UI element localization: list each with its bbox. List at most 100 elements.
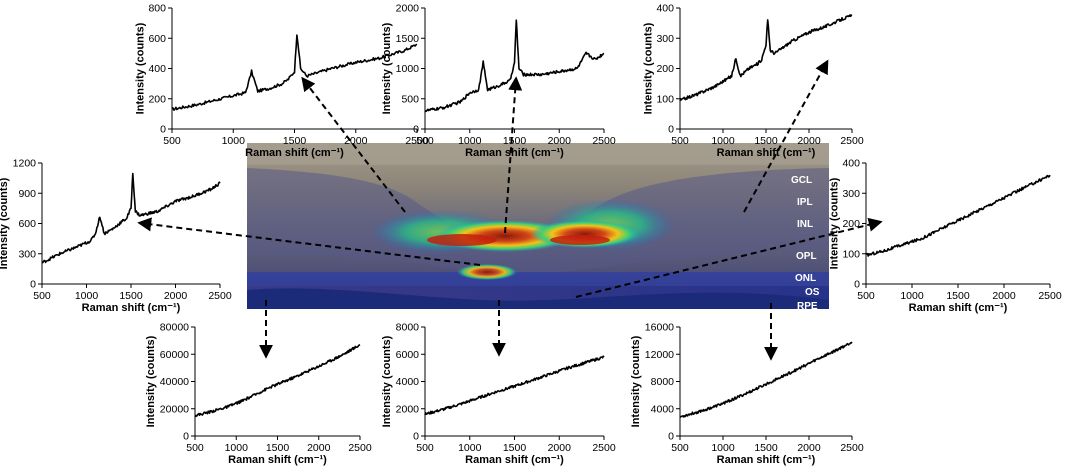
y-tick-label: 100 (656, 93, 674, 105)
x-tick-label: 2000 (344, 135, 368, 147)
layer-label-opl: OPL (796, 251, 817, 262)
arrow-to-middle-right (575, 217, 883, 298)
spectrum-line (679, 341, 853, 418)
y-tick-label: 8000 (651, 376, 675, 388)
arrow-to-top-left (301, 76, 406, 213)
layer-label-os: OS (805, 287, 820, 298)
y-tick-label: 40000 (160, 376, 189, 388)
spectrum-line (194, 344, 361, 418)
y-tick-label: 500 (401, 93, 419, 105)
chart-top-right: 0 100 200 300 400 500 1000 1500 2000 2500 Raman sh… (642, 3, 863, 160)
x-axis-title: Raman shift (cm⁻¹) (245, 147, 344, 159)
y-axis-title: Intensity (counts) (630, 335, 642, 427)
x-tick-label: 1000 (75, 290, 99, 302)
y-tick-label: 1000 (396, 63, 420, 75)
x-axis-title: Raman shift (cm⁻¹) (82, 302, 181, 314)
y-axis-title: Intensity (counts) (381, 335, 393, 427)
chart-bottom-right: 0 4000 8000 12000 16000 500 1000 1500 2000 2500 Ra… (630, 322, 864, 467)
x-tick-label: 2500 (405, 135, 429, 147)
y-tick-label: 400 (842, 158, 860, 170)
y-tick-label: 300 (656, 33, 674, 45)
x-tick-label: 500 (163, 135, 181, 147)
x-tick-label: 500 (33, 290, 51, 302)
layer-label-onl: ONL (795, 273, 816, 284)
x-axis-title: Raman shift (cm⁻¹) (717, 147, 816, 159)
y-tick-label: 800 (148, 3, 166, 15)
layer-label-ipl: IPL (797, 197, 813, 208)
spectrum-line (41, 172, 221, 264)
y-tick-label: 4000 (396, 376, 420, 388)
pointer-arrows (137, 59, 883, 361)
y-tick-label: 0 (854, 279, 860, 291)
x-tick-label: 1000 (458, 135, 482, 147)
arrow-to-top-center (504, 76, 523, 234)
y-tick-label: 2000 (396, 403, 420, 415)
x-tick-label: 2000 (548, 442, 572, 454)
x-tick-label: 2000 (548, 135, 572, 147)
x-axis-title: Raman shift (cm⁻¹) (228, 454, 327, 466)
y-tick-label: 12000 (645, 349, 674, 361)
spectrum-line (679, 14, 853, 101)
x-tick-label: 500 (416, 135, 434, 147)
x-tick-label: 1500 (503, 135, 527, 147)
y-tick-label: 4000 (651, 403, 675, 415)
x-tick-label: 2000 (797, 442, 821, 454)
y-tick-label: 6000 (396, 349, 420, 361)
y-axis-title: Intensity (counts) (0, 177, 10, 269)
x-tick-label: 1500 (119, 290, 143, 302)
x-tick-label: 2000 (307, 442, 331, 454)
y-tick-label: 1500 (396, 33, 420, 45)
y-tick-label: 0 (413, 124, 419, 136)
x-tick-label: 500 (671, 135, 689, 147)
y-tick-label: 0 (160, 124, 166, 136)
x-axis-title: Raman shift (cm⁻¹) (465, 454, 564, 466)
y-axis-title: Intensity (counts) (828, 177, 840, 269)
x-tick-label: 1000 (711, 442, 735, 454)
x-tick-label: 500 (186, 442, 204, 454)
chart-middle-right: 0 100 200 300 400 500 1000 1500 2000 2500 Raman sh… (828, 158, 1061, 315)
x-tick-label: 1500 (503, 442, 527, 454)
x-axis-title: Raman shift (cm⁻¹) (465, 147, 564, 159)
chart-top-left: 0 200 400 600 800 500 1000 1500 2000 2500 Raman sh… (134, 3, 428, 160)
x-tick-label: 1000 (711, 135, 735, 147)
y-tick-label: 300 (842, 188, 860, 200)
spectrum-line (171, 34, 418, 111)
y-tick-label: 600 (148, 33, 166, 45)
y-tick-label: 300 (18, 248, 36, 260)
y-tick-label: 0 (413, 431, 419, 443)
y-tick-label: 0 (30, 279, 36, 291)
y-tick-label: 600 (18, 218, 36, 230)
y-axis-title: Intensity (counts) (145, 335, 157, 427)
chart-middle-left: 0 300 600 900 1200 500 1000 1500 2000 2500 Raman s… (0, 158, 232, 315)
y-axis-title: Intensity (counts) (642, 22, 654, 114)
spectrum-line (424, 355, 605, 416)
y-tick-label: 400 (656, 3, 674, 15)
arrow-to-middle-left (137, 217, 481, 266)
y-tick-label: 2000 (396, 3, 420, 15)
y-tick-label: 900 (18, 188, 36, 200)
y-axis-title: Intensity (counts) (381, 22, 393, 114)
x-tick-label: 2000 (164, 290, 188, 302)
y-tick-label: 60000 (160, 349, 189, 361)
x-tick-label: 1000 (225, 442, 249, 454)
x-tick-label: 1000 (222, 135, 246, 147)
retina-image: GCL IPL INL OPL ONL OS RPE (247, 143, 829, 312)
y-tick-label: 400 (148, 63, 166, 75)
spectrum-line (424, 19, 605, 113)
x-tick-label: 2500 (592, 135, 616, 147)
y-tick-label: 80000 (160, 322, 189, 334)
x-axis-title: Raman shift (cm⁻¹) (909, 302, 1008, 314)
x-tick-label: 1500 (754, 135, 778, 147)
y-tick-label: 0 (668, 431, 674, 443)
layer-label-inl: INL (797, 219, 813, 230)
x-tick-label: 2000 (797, 135, 821, 147)
x-tick-label: 2500 (840, 442, 864, 454)
x-tick-label: 500 (416, 442, 434, 454)
arrow-to-top-right (743, 59, 829, 213)
x-tick-label: 500 (671, 442, 689, 454)
x-tick-label: 500 (857, 290, 875, 302)
x-tick-label: 1000 (900, 290, 924, 302)
x-tick-label: 1500 (754, 442, 778, 454)
